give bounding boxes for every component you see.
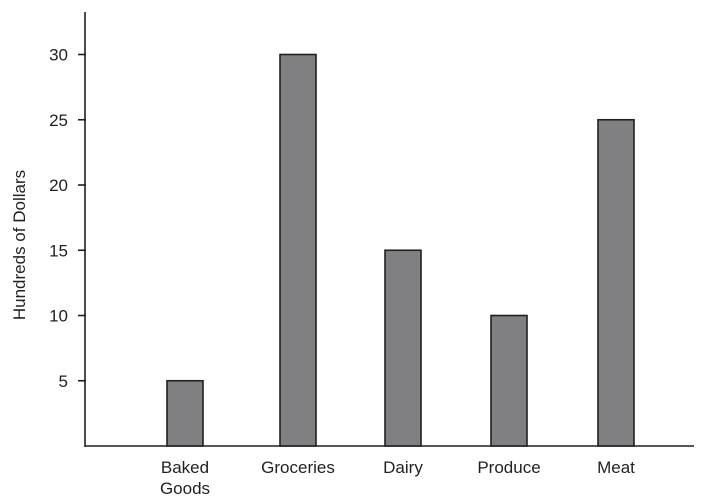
x-tick-label: Produce [477,458,540,477]
bar [384,249,422,447]
y-tick-label: 15 [49,241,68,260]
bar [279,53,317,447]
y-tick-label: 25 [49,111,68,130]
x-tick-label-line: Goods [160,479,210,498]
x-tick-label-line: Dairy [383,458,423,477]
bars [166,53,635,447]
x-tick-label: Meat [597,458,635,477]
x-tick-label: Baked Goods [160,458,210,498]
x-tick-label: Dairy [383,458,423,477]
x-tick-label: Groceries [261,458,335,477]
x-tick-label-line: Produce [477,458,540,477]
bar [597,118,635,447]
bar [490,314,528,447]
y-axis-title-group: Hundreds of Dollars [10,170,29,320]
y-tick-label: 20 [49,176,68,195]
y-tick-label: 10 [49,307,68,326]
y-axis-title: Hundreds of Dollars [10,170,29,320]
x-tick-labels: Baked Goods Groceries Dairy Produce Meat [160,458,635,498]
x-tick-label-line: Baked [161,458,209,477]
bar [166,379,204,447]
y-tick-label: 30 [49,46,68,65]
y-tick-label: 5 [59,372,68,391]
x-tick-label-line: Meat [597,458,635,477]
x-tick-label-line: Groceries [261,458,335,477]
y-ticks: 5 10 15 20 25 30 [49,46,86,391]
